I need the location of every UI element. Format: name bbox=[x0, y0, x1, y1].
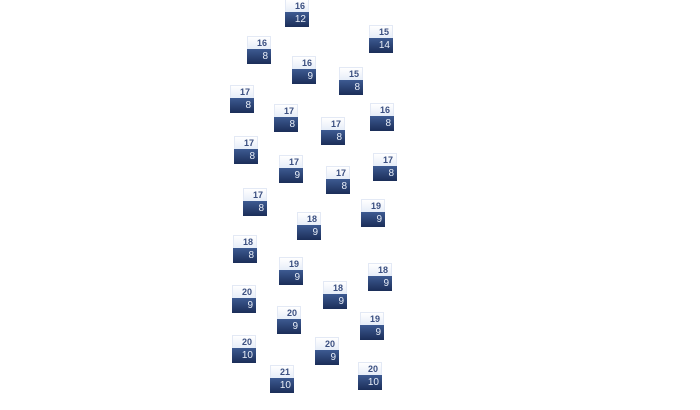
tile-bottom-value: 14 bbox=[369, 38, 393, 53]
tile[interactable]: 15 8 bbox=[339, 67, 363, 95]
tile[interactable]: 20 9 bbox=[315, 337, 339, 365]
tile[interactable]: 20 9 bbox=[232, 285, 256, 313]
tile-bottom-value: 8 bbox=[247, 49, 271, 64]
tile-bottom-value: 8 bbox=[274, 117, 298, 132]
tile-top-value: 16 bbox=[292, 56, 316, 69]
tile-top-value: 17 bbox=[326, 166, 350, 179]
tile-top-value: 18 bbox=[297, 212, 321, 225]
tile-bottom-value: 8 bbox=[230, 98, 254, 113]
tile-bottom-value: 10 bbox=[270, 378, 294, 393]
tile-top-value: 17 bbox=[234, 136, 258, 149]
tile-top-value: 18 bbox=[323, 281, 347, 294]
tile-top-value: 21 bbox=[270, 365, 294, 378]
tile[interactable]: 18 8 bbox=[233, 235, 257, 263]
tile-top-value: 17 bbox=[243, 188, 267, 201]
tile-top-value: 20 bbox=[315, 337, 339, 350]
tile-bottom-value: 9 bbox=[297, 225, 321, 240]
tile[interactable]: 17 8 bbox=[321, 117, 345, 145]
tile-bottom-value: 8 bbox=[373, 166, 397, 181]
tile-top-value: 15 bbox=[339, 67, 363, 80]
tile[interactable]: 17 8 bbox=[243, 188, 267, 216]
tile-top-value: 17 bbox=[274, 104, 298, 117]
tile-bottom-value: 12 bbox=[285, 12, 309, 27]
tile[interactable]: 20 9 bbox=[277, 306, 301, 334]
tile-top-value: 20 bbox=[358, 362, 382, 375]
tile-bottom-value: 9 bbox=[361, 212, 385, 227]
tile-top-value: 18 bbox=[368, 263, 392, 276]
tile-top-value: 20 bbox=[232, 335, 256, 348]
tile[interactable]: 17 8 bbox=[234, 136, 258, 164]
tile-bottom-value: 9 bbox=[315, 350, 339, 365]
tile-top-value: 19 bbox=[361, 199, 385, 212]
tile[interactable]: 18 9 bbox=[368, 263, 392, 291]
tile[interactable]: 20 10 bbox=[232, 335, 256, 363]
tile-top-value: 20 bbox=[277, 306, 301, 319]
tile-bottom-value: 9 bbox=[279, 270, 303, 285]
tile-top-value: 17 bbox=[321, 117, 345, 130]
tile[interactable]: 17 9 bbox=[279, 155, 303, 183]
tile[interactable]: 20 10 bbox=[358, 362, 382, 390]
tile-bottom-value: 10 bbox=[358, 375, 382, 390]
tile-bottom-value: 9 bbox=[323, 294, 347, 309]
tile[interactable]: 17 8 bbox=[274, 104, 298, 132]
tile-top-value: 17 bbox=[230, 85, 254, 98]
tile-top-value: 18 bbox=[233, 235, 257, 248]
tile-top-value: 16 bbox=[285, 0, 309, 12]
tile[interactable]: 18 9 bbox=[323, 281, 347, 309]
tile-top-value: 16 bbox=[247, 36, 271, 49]
tile-bottom-value: 8 bbox=[339, 80, 363, 95]
tile-bottom-value: 8 bbox=[243, 201, 267, 216]
tile-bottom-value: 9 bbox=[277, 319, 301, 334]
tile-top-value: 15 bbox=[369, 25, 393, 38]
tile-top-value: 19 bbox=[279, 257, 303, 270]
tile-bottom-value: 8 bbox=[321, 130, 345, 145]
tile[interactable]: 16 8 bbox=[247, 36, 271, 64]
tile-top-value: 17 bbox=[373, 153, 397, 166]
tile[interactable]: 17 8 bbox=[230, 85, 254, 113]
tile-bottom-value: 8 bbox=[370, 116, 394, 131]
tile[interactable]: 21 10 bbox=[270, 365, 294, 393]
tile-bottom-value: 8 bbox=[234, 149, 258, 164]
tile[interactable]: 17 8 bbox=[326, 166, 350, 194]
tile-bottom-value: 10 bbox=[232, 348, 256, 363]
tile-top-value: 19 bbox=[360, 312, 384, 325]
tile[interactable]: 17 8 bbox=[373, 153, 397, 181]
tile[interactable]: 19 9 bbox=[360, 312, 384, 340]
tile[interactable]: 19 9 bbox=[361, 199, 385, 227]
tile[interactable]: 19 9 bbox=[279, 257, 303, 285]
tile[interactable]: 15 14 bbox=[369, 25, 393, 53]
tile[interactable]: 18 9 bbox=[297, 212, 321, 240]
tile-bottom-value: 9 bbox=[232, 298, 256, 313]
tile-bottom-value: 9 bbox=[360, 325, 384, 340]
tile-bottom-value: 8 bbox=[233, 248, 257, 263]
tile-top-value: 16 bbox=[370, 103, 394, 116]
tile-bottom-value: 9 bbox=[279, 168, 303, 183]
tile[interactable]: 16 12 bbox=[285, 0, 309, 27]
tile-top-value: 20 bbox=[232, 285, 256, 298]
tile-bottom-value: 9 bbox=[292, 69, 316, 84]
tile-top-value: 17 bbox=[279, 155, 303, 168]
tile[interactable]: 16 9 bbox=[292, 56, 316, 84]
tile[interactable]: 16 8 bbox=[370, 103, 394, 131]
tile-bottom-value: 8 bbox=[326, 179, 350, 194]
tile-bottom-value: 9 bbox=[368, 276, 392, 291]
